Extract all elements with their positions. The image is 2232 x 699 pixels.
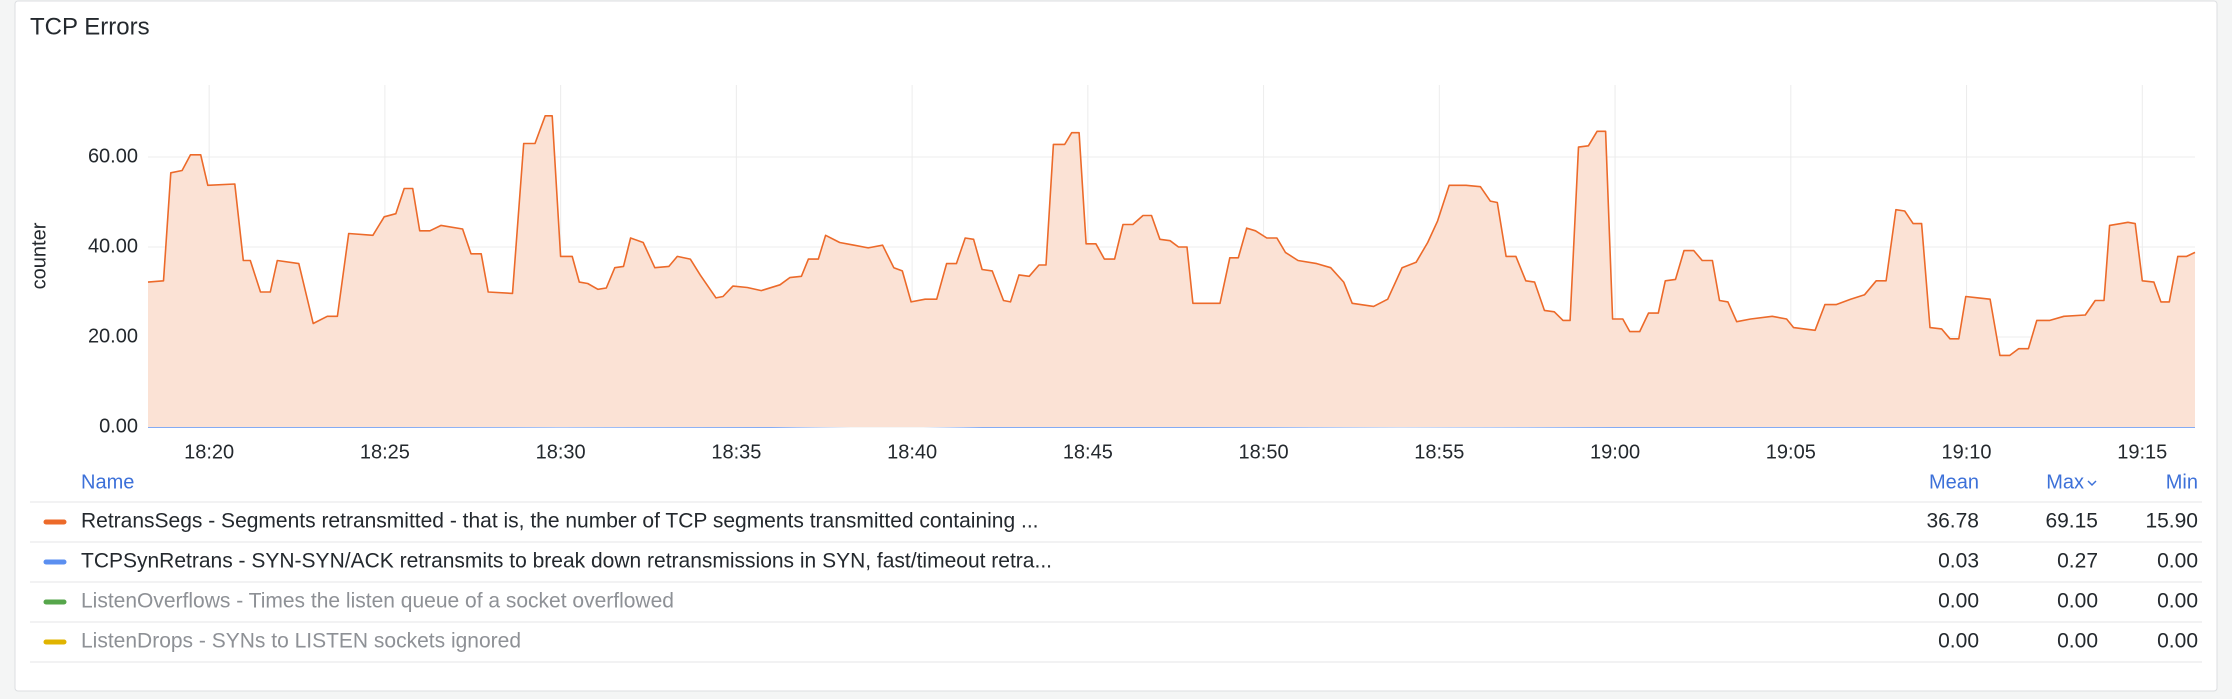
legend-max: 69.15 bbox=[2045, 510, 2098, 533]
y-tick-label: 20.00 bbox=[88, 325, 138, 347]
x-tick-label: 18:40 bbox=[887, 441, 937, 463]
x-tick-label: 18:35 bbox=[711, 441, 761, 463]
panel-title: TCP Errors bbox=[30, 13, 150, 40]
series-area bbox=[148, 115, 2195, 428]
legend-column-header: Max bbox=[2046, 471, 2084, 493]
y-tick-label: 60.00 bbox=[88, 145, 138, 167]
legend-mean: 36.78 bbox=[1926, 510, 1979, 533]
series-line bbox=[147, 115, 2196, 357]
legend-column-header: Min bbox=[2166, 471, 2198, 493]
legend-min: 15.90 bbox=[2145, 510, 2198, 533]
y-axis-label: counter bbox=[28, 222, 50, 289]
x-tick-label: 18:55 bbox=[1414, 441, 1464, 463]
x-tick-label: 18:50 bbox=[1239, 441, 1289, 463]
legend-mean: 0.00 bbox=[1938, 630, 1979, 653]
x-tick-label: 19:05 bbox=[1766, 441, 1816, 463]
legend-mean: 0.03 bbox=[1938, 550, 1979, 573]
legend-column-header: Name bbox=[81, 471, 134, 493]
x-tick-label: 19:10 bbox=[1942, 441, 1992, 463]
legend-name[interactable]: ListenOverflows - Times the listen queue… bbox=[81, 590, 674, 613]
legend-max: 0.00 bbox=[2057, 630, 2098, 653]
legend-name[interactable]: ListenDrops - SYNs to LISTEN sockets ign… bbox=[81, 630, 521, 653]
x-tick-label: 19:15 bbox=[2117, 441, 2167, 463]
x-tick-label: 18:25 bbox=[360, 441, 410, 463]
legend-mean: 0.00 bbox=[1938, 590, 1979, 613]
legend-min: 0.00 bbox=[2157, 550, 2198, 573]
y-tick-label: 40.00 bbox=[88, 235, 138, 257]
sort-chevron bbox=[2087, 480, 2097, 487]
x-tick-label: 18:45 bbox=[1063, 441, 1113, 463]
x-tick-label: 19:00 bbox=[1590, 441, 1640, 463]
legend-max: 0.27 bbox=[2057, 550, 2098, 573]
legend-max: 0.00 bbox=[2057, 590, 2098, 613]
x-tick-label: 18:20 bbox=[184, 441, 234, 463]
x-tick-label: 18:30 bbox=[536, 441, 586, 463]
y-tick-label: 0.00 bbox=[99, 415, 138, 437]
legend-min: 0.00 bbox=[2157, 630, 2198, 653]
legend-name[interactable]: RetransSegs - Segments retransmitted - t… bbox=[81, 510, 1039, 533]
legend-name[interactable]: TCPSynRetrans - SYN-SYN/ACK retransmits … bbox=[81, 550, 1052, 573]
legend-column-header: Mean bbox=[1929, 471, 1979, 493]
legend-min: 0.00 bbox=[2157, 590, 2198, 613]
